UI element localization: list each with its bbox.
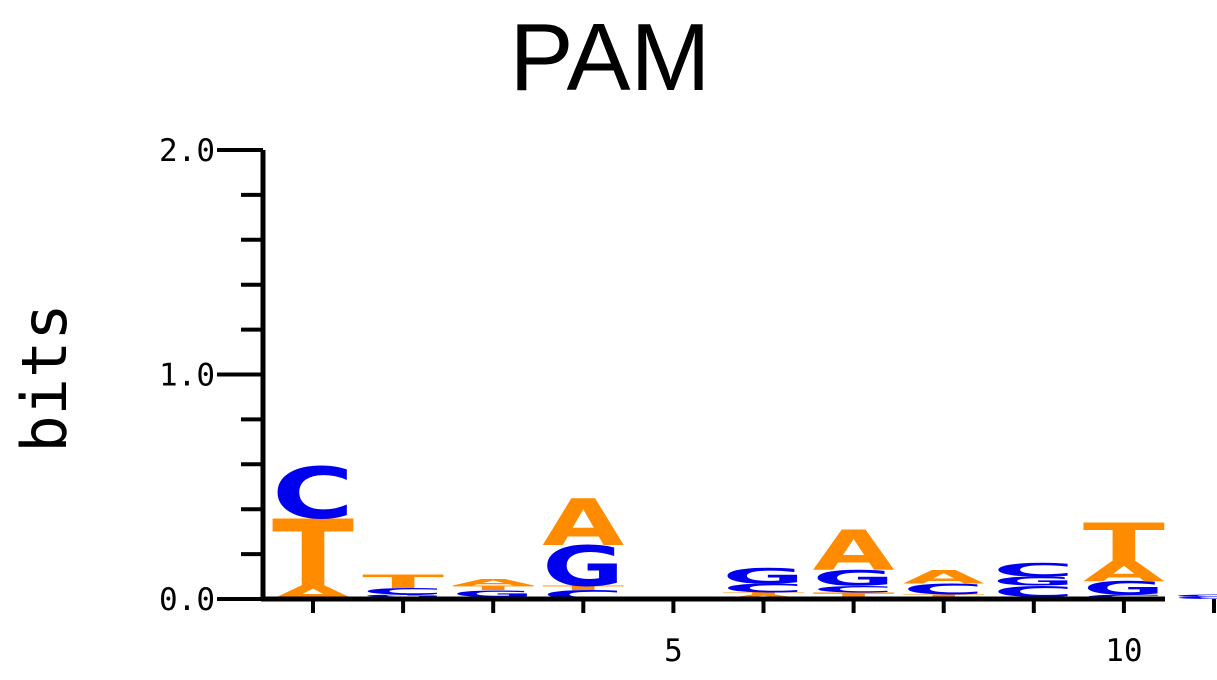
logo-letter-g-pos4: G xyxy=(542,535,624,599)
logo-letter-a-pos7: A xyxy=(813,519,895,583)
x-tick-label: 10 xyxy=(1105,633,1142,669)
logo-letter-c-pos1: C xyxy=(272,453,354,535)
logo-letter-t-pos4: T xyxy=(542,584,624,591)
chart-title: PAM xyxy=(510,4,711,111)
logo-letter-c-pos6: C xyxy=(723,581,805,595)
logo-letter-a-pos8: A xyxy=(903,566,985,588)
logo-letter-c-pos9: C xyxy=(993,559,1075,580)
logo-letter-t-pos3: T xyxy=(452,584,534,591)
logo-letter-g-pos2: G xyxy=(362,594,444,598)
y-tick-label: 1.0 xyxy=(159,358,215,394)
logo-letter-t-pos8: T xyxy=(903,594,985,598)
logo-letter-a-pos3: A xyxy=(452,577,534,588)
logo-letter-a-pos10: A xyxy=(1083,556,1165,588)
axes: 0.0 1.0 2.0 5 10 xyxy=(159,133,1216,669)
y-tick-label: 0.0 xyxy=(159,582,215,618)
logo-letter-t-pos1: T xyxy=(272,501,354,608)
x-tick-label: 5 xyxy=(664,633,683,669)
logo-letter-g-pos9: G xyxy=(993,574,1075,588)
y-tick-label: 2.0 xyxy=(159,133,215,169)
logo-letter-g-pos3: G xyxy=(452,588,534,599)
logo-letter-t-pos6: T xyxy=(723,592,805,596)
logo-letter-g-pos6: G xyxy=(723,564,805,589)
logo-letter-c-pos11: C xyxy=(1173,596,1217,600)
logo-letter-t-pos10: T xyxy=(1083,512,1165,573)
logo-letter-g-pos11: G xyxy=(1173,594,1217,598)
logo-marks: ATCAGCTCGTACTGATATCGTCGAATCAACGCCGATCG xyxy=(272,453,1217,608)
y-axis-label: bits xyxy=(8,303,81,452)
logo-letter-t-pos2: T xyxy=(362,571,444,592)
logo-letter-c-pos7: C xyxy=(813,584,895,595)
logo-letter-c-pos2: C xyxy=(362,586,444,597)
logo-letter-g-pos7: G xyxy=(813,566,895,591)
logo-letter-g-pos10: G xyxy=(1083,577,1165,599)
logo-letter-c-pos8: C xyxy=(903,580,985,598)
logo-letter-a-pos4: A xyxy=(542,485,624,560)
logo-letter-c-pos9: C xyxy=(993,582,1075,600)
logo-letter-t-pos7: T xyxy=(813,591,895,602)
